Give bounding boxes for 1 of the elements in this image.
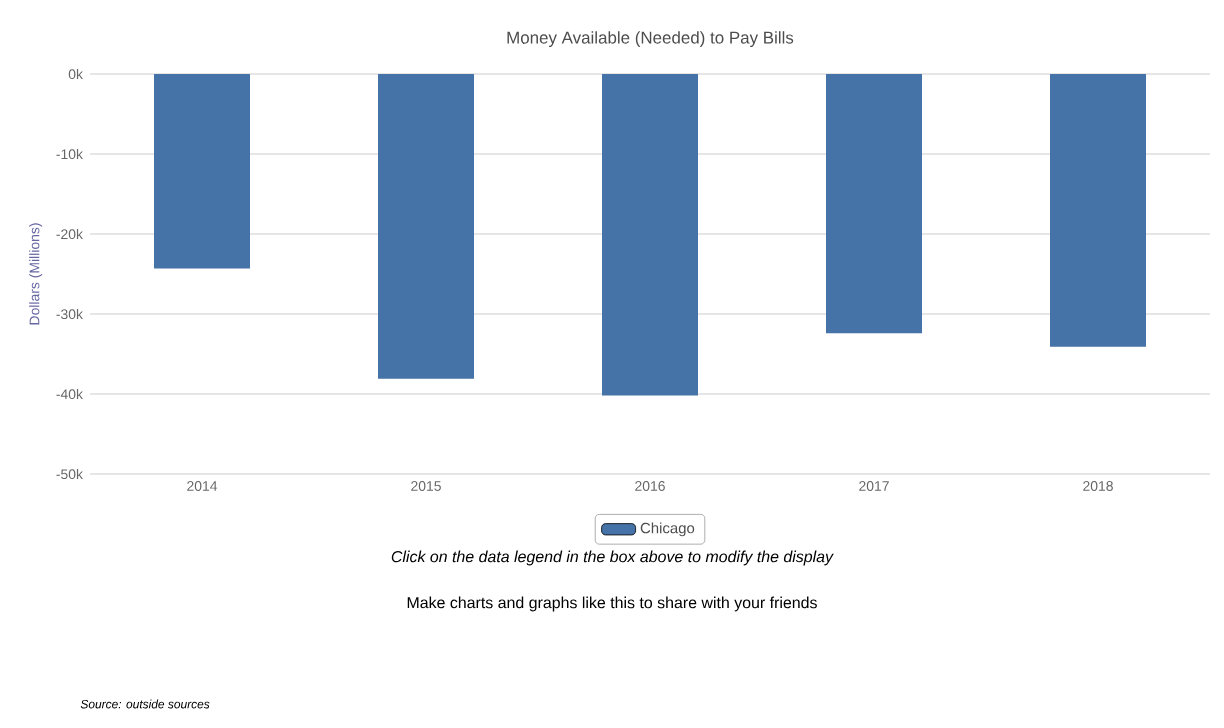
chart-title: Money Available (Needed) to Pay Bills	[507, 31, 794, 47]
